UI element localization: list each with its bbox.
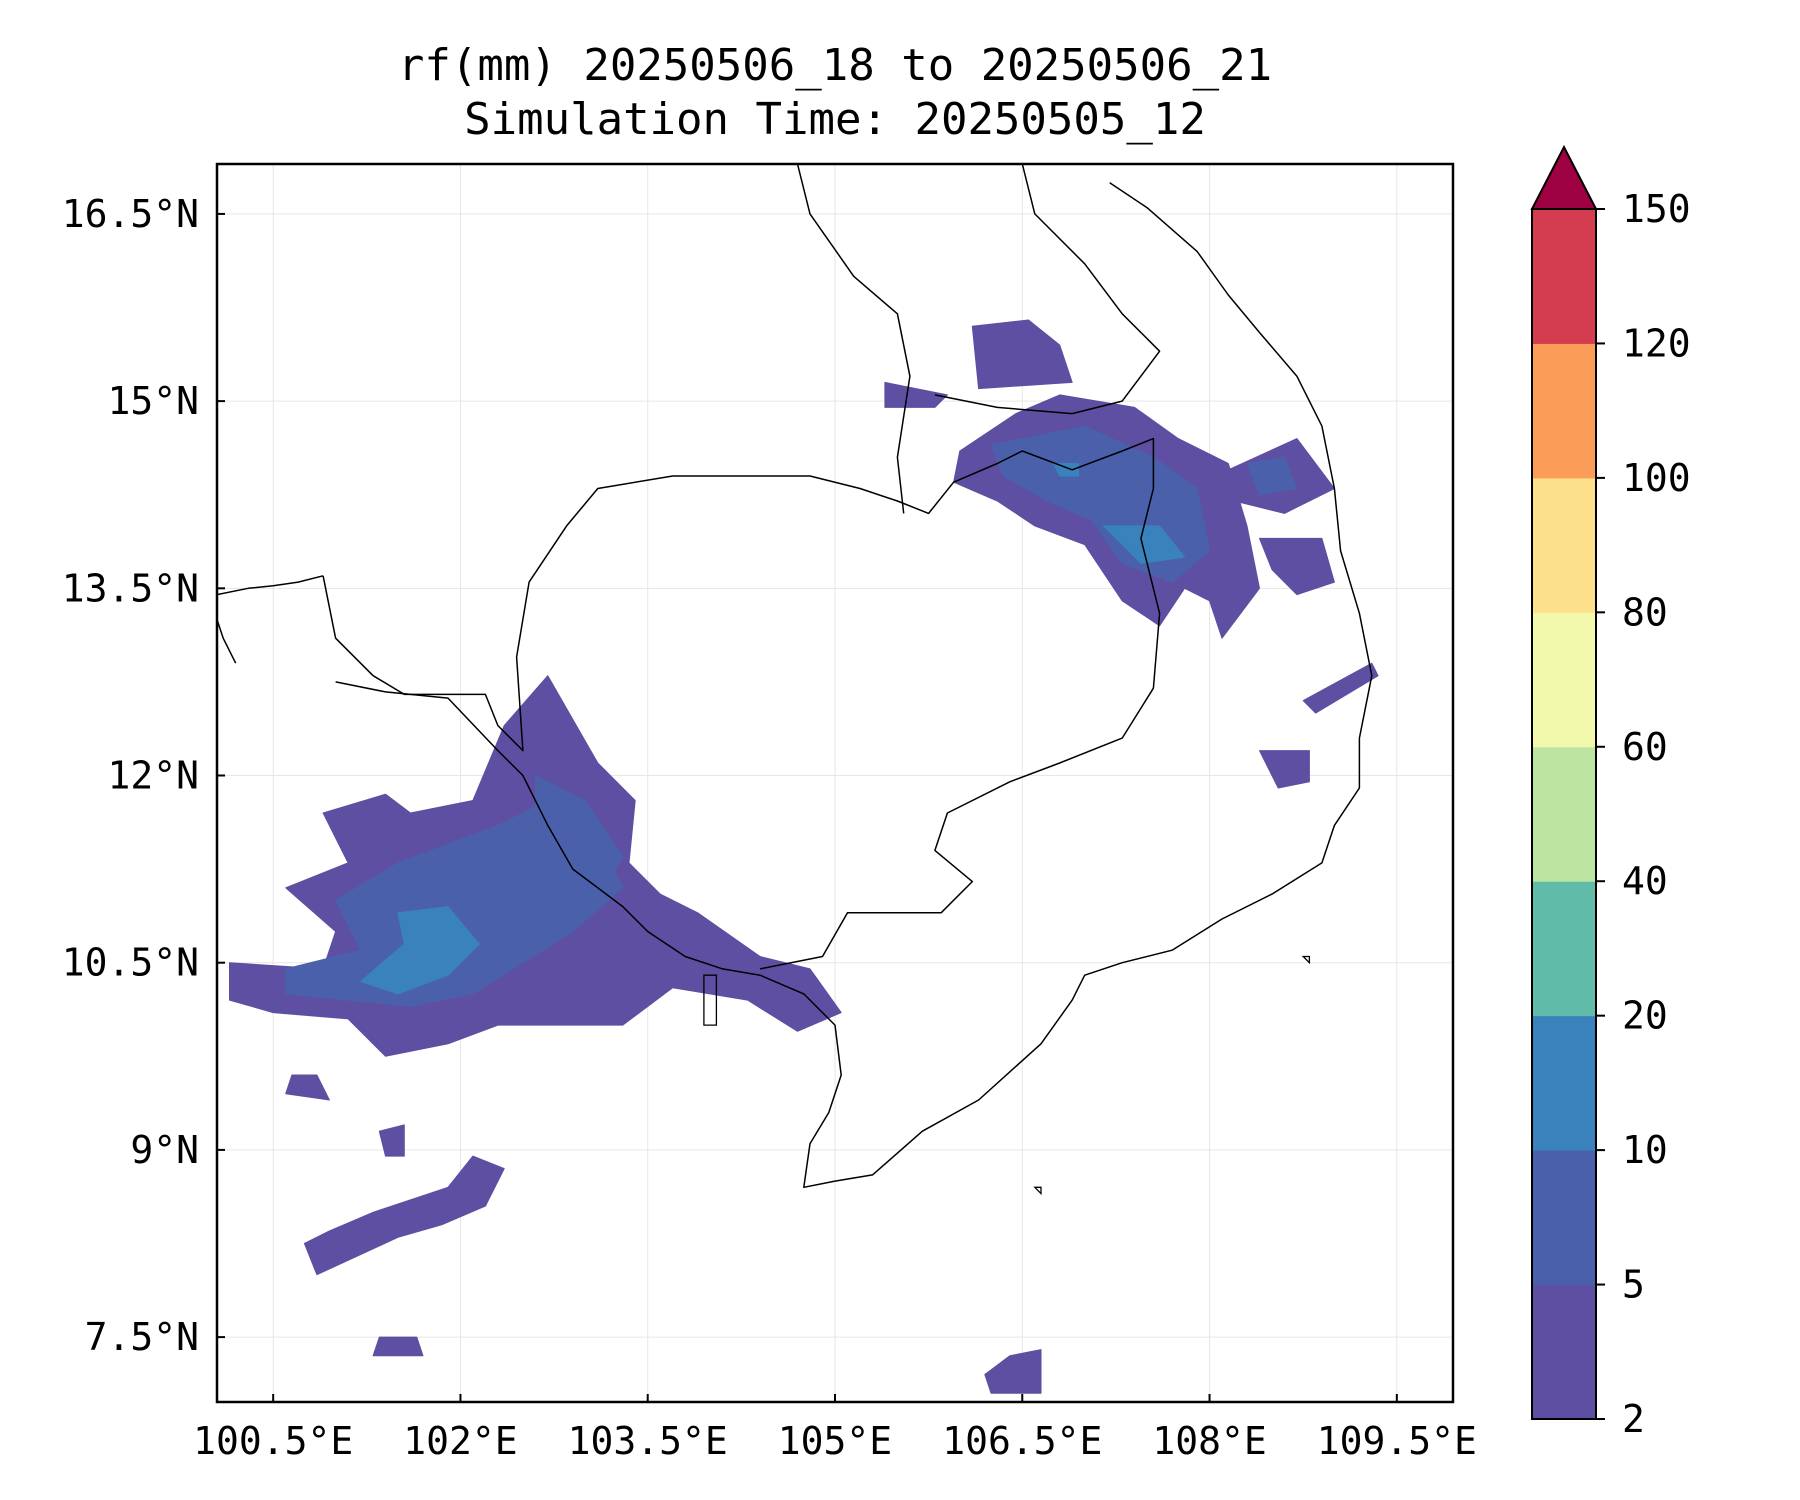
latitude-axis: 16.5°N 15°N 13.5°N 12°N 10.5°N 9°N 7.5°N xyxy=(62,192,225,1359)
coastline-1 xyxy=(217,619,237,664)
rain-area-18 xyxy=(1102,525,1186,564)
colorbar-extend-arrow xyxy=(1530,144,1598,210)
colorbar-segment-6 xyxy=(1532,477,1596,613)
border-2 xyxy=(934,164,1161,415)
chart-title: rf(mm) 20250506_18 to 20250506_21 xyxy=(397,40,1273,91)
colorbar-segment-2 xyxy=(1532,1015,1596,1151)
y-tick-label-3: 12°N xyxy=(107,754,199,798)
border-1 xyxy=(796,164,911,514)
colorbar-segment-5 xyxy=(1532,612,1596,748)
rainfall-contours xyxy=(229,319,1379,1394)
rain-area-13 xyxy=(1259,750,1310,789)
rain-area-3 xyxy=(360,906,480,995)
rain-area-15 xyxy=(884,381,948,408)
rain-area-12 xyxy=(1259,537,1335,596)
x-tick-label-3: 105°E xyxy=(778,1419,892,1463)
colorbar-label-4: 40 xyxy=(1622,859,1668,903)
x-tick-label-4: 106.5°E xyxy=(942,1419,1102,1463)
colorbar-label-1: 5 xyxy=(1622,1263,1645,1307)
border-0 xyxy=(372,437,1161,970)
colorbar-label-7: 100 xyxy=(1622,456,1691,500)
rain-area-14 xyxy=(1302,662,1379,714)
longitude-axis: 100.5°E 102°E 103.5°E 105°E 106.5°E 108°E 109.… xyxy=(193,1394,1477,1463)
rain-area-8 xyxy=(984,1349,1042,1394)
colorbar-segment-8 xyxy=(1532,209,1596,344)
y-tick-label-1: 15°N xyxy=(107,379,199,423)
rain-area-19 xyxy=(1053,463,1079,477)
colorbar-label-6: 80 xyxy=(1622,590,1668,634)
y-tick-label-0: 16.5°N xyxy=(62,192,199,236)
rain-area-17 xyxy=(1246,456,1298,496)
colorbar-label-0: 2 xyxy=(1622,1397,1645,1441)
border-3 xyxy=(322,575,374,677)
x-tick-label-6: 109.5°E xyxy=(1317,1419,1477,1463)
rain-area-4 xyxy=(303,1155,505,1276)
colorbar-segment-4 xyxy=(1532,746,1596,882)
coastlines xyxy=(217,164,1373,1196)
island-2 xyxy=(1033,1186,1042,1196)
colorbar-frame xyxy=(1531,208,1597,1420)
colorbar-segment-3 xyxy=(1532,881,1596,1017)
y-tick-label-5: 9°N xyxy=(130,1128,199,1172)
colorbar-segment-7 xyxy=(1532,343,1596,479)
y-tick-label-2: 13.5°N xyxy=(62,566,199,610)
x-tick-label-0: 100.5°E xyxy=(193,1419,353,1463)
x-tick-label-1: 102°E xyxy=(403,1419,517,1463)
colorbar-segment-1 xyxy=(1532,1150,1596,1286)
island-1 xyxy=(1301,955,1311,965)
rain-area-7 xyxy=(285,1074,330,1101)
rain-area-2 xyxy=(534,775,624,901)
island-0 xyxy=(703,974,718,1026)
colorbar-label-5: 60 xyxy=(1622,725,1668,769)
coastline-2 xyxy=(335,182,1373,1189)
x-tick-label-2: 103.5°E xyxy=(568,1419,728,1463)
colorbar: 2 5 10 20 40 60 80 100 120 150 xyxy=(1530,144,1691,1441)
colorbar-label-8: 120 xyxy=(1622,321,1691,365)
rain-area-6 xyxy=(372,1336,424,1357)
coastline-0 xyxy=(217,575,324,596)
rain-area-5 xyxy=(378,1124,405,1157)
colorbar-segment-0 xyxy=(1532,1284,1596,1420)
rain-area-10 xyxy=(971,319,1073,390)
colorbar-label-3: 20 xyxy=(1622,994,1668,1038)
colorbar-label-2: 10 xyxy=(1622,1128,1668,1172)
x-tick-label-5: 108°E xyxy=(1152,1419,1266,1463)
y-tick-label-6: 7.5°N xyxy=(85,1315,199,1359)
chart-subtitle: Simulation Time: 20250505_12 xyxy=(464,94,1206,145)
colorbar-label-9: 150 xyxy=(1622,187,1691,231)
y-tick-label-4: 10.5°N xyxy=(62,941,199,985)
